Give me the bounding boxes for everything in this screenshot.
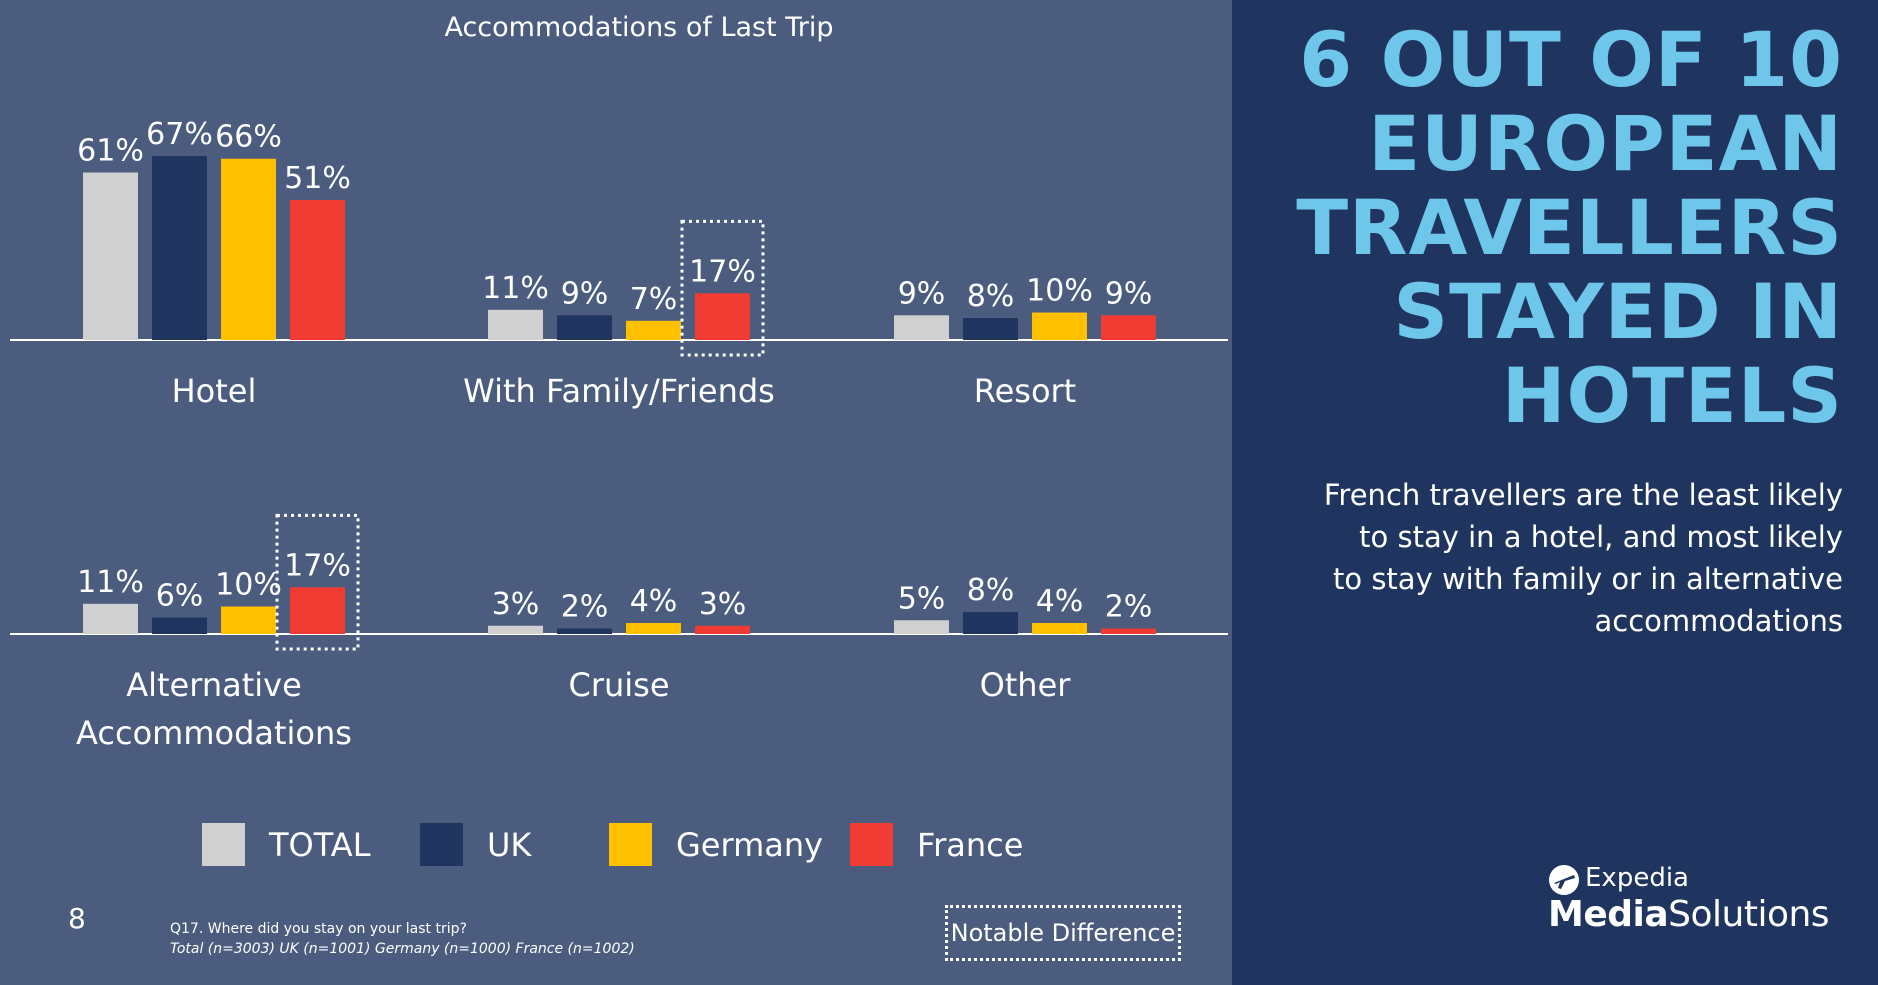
logo-media-text: Media bbox=[1548, 894, 1669, 935]
bar-with-family-friends-germany bbox=[626, 320, 681, 340]
bar-cruise-france bbox=[695, 625, 750, 634]
data-label-with-family-friends-total: 11% bbox=[482, 271, 549, 306]
data-label-cruise-uk: 2% bbox=[561, 590, 609, 625]
category-label-resort: Resort bbox=[974, 372, 1076, 410]
legend-item-total: TOTAL bbox=[202, 823, 371, 866]
bar-resort-uk bbox=[963, 318, 1018, 340]
bar-with-family-friends-france bbox=[695, 293, 750, 340]
notable-difference-key: Notable Difference bbox=[945, 905, 1181, 961]
logo-mediasolutions-text: MediaSolutions bbox=[1548, 894, 1830, 935]
category-label-cruise: Cruise bbox=[568, 666, 669, 704]
logo-expedia-text: Expedia bbox=[1585, 863, 1689, 893]
category-label-alternative-accommodations: Accommodations bbox=[76, 714, 352, 752]
data-label-resort-uk: 8% bbox=[967, 279, 1015, 314]
data-label-other-uk: 8% bbox=[967, 573, 1015, 608]
legend-label-uk: UK bbox=[487, 825, 532, 864]
bar-hotel-germany bbox=[221, 158, 276, 340]
data-label-alternative-accommodations-total: 11% bbox=[77, 565, 144, 600]
category-label-hotel: Hotel bbox=[172, 372, 257, 410]
data-label-alternative-accommodations-france: 17% bbox=[284, 548, 351, 583]
category-label-with-family-friends: With Family/Friends bbox=[463, 372, 775, 410]
bar-other-total bbox=[894, 620, 949, 634]
data-label-with-family-friends-france: 17% bbox=[689, 254, 756, 289]
bar-resort-france bbox=[1101, 315, 1156, 340]
bar-other-germany bbox=[1032, 623, 1087, 634]
notable-difference-box-with-family-friends bbox=[680, 219, 765, 357]
globe-plane-icon bbox=[1549, 865, 1579, 895]
subtext: French travellers are the least likely t… bbox=[1323, 478, 1843, 638]
bar-cruise-germany bbox=[626, 623, 681, 634]
data-label-alternative-accommodations-germany: 10% bbox=[215, 568, 282, 603]
data-label-hotel-france: 51% bbox=[284, 161, 351, 196]
bar-other-france bbox=[1101, 628, 1156, 634]
data-label-other-france: 2% bbox=[1105, 590, 1153, 625]
legend-item-france: France bbox=[850, 823, 1023, 866]
data-label-resort-france: 9% bbox=[1105, 276, 1153, 311]
bar-alternative-accommodations-total bbox=[83, 603, 138, 634]
footnote-question: Q17. Where did you stay on your last tri… bbox=[170, 921, 467, 937]
legend-swatch-uk bbox=[420, 823, 463, 866]
bar-other-uk bbox=[963, 612, 1018, 634]
legend-swatch-total bbox=[202, 823, 245, 866]
bar-resort-total bbox=[894, 315, 949, 340]
data-label-with-family-friends-uk: 9% bbox=[561, 276, 609, 311]
bar-hotel-france bbox=[290, 199, 345, 340]
bar-alternative-accommodations-france bbox=[290, 587, 345, 634]
legend-label-germany: Germany bbox=[676, 825, 824, 864]
bar-with-family-friends-total bbox=[488, 309, 543, 340]
legend-item-germany: Germany bbox=[609, 823, 823, 866]
data-label-other-germany: 4% bbox=[1036, 584, 1084, 619]
page-number: 8 bbox=[68, 902, 86, 935]
bar-chart: 61% 67% 66%51% Hotel 11% 9% 7% 17% With Family/F… bbox=[10, 117, 1228, 752]
data-label-cruise-germany: 4% bbox=[630, 584, 678, 619]
data-label-other-total: 5% bbox=[898, 581, 946, 616]
legend-label-total: TOTAL bbox=[269, 825, 371, 864]
chart-title: Accommodations of Last Trip bbox=[444, 12, 834, 43]
bar-with-family-friends-uk bbox=[557, 315, 612, 340]
footnote-sample: Total (n=3003) UK (n=1001) Germany (n=10… bbox=[170, 941, 635, 957]
legend-item-uk: UK bbox=[420, 823, 531, 866]
headline: 6 OUT OF 10 EUROPEAN TRAVELLERS STAYED I… bbox=[1296, 15, 1843, 440]
bar-alternative-accommodations-germany bbox=[221, 606, 276, 634]
legend-swatch-france bbox=[850, 823, 893, 866]
data-label-alternative-accommodations-uk: 6% bbox=[156, 579, 204, 614]
category-label-alternative-accommodations: Alternative bbox=[126, 666, 302, 704]
bar-cruise-uk bbox=[557, 628, 612, 634]
data-label-cruise-france: 3% bbox=[699, 587, 747, 622]
data-label-cruise-total: 3% bbox=[492, 587, 540, 622]
bar-cruise-total bbox=[488, 625, 543, 634]
bar-hotel-uk bbox=[152, 156, 207, 340]
expedia-media-solutions-logo: Expedia MediaSolutions bbox=[1548, 863, 1848, 944]
data-label-hotel-total: 61% bbox=[77, 133, 144, 168]
data-label-resort-total: 9% bbox=[898, 276, 946, 311]
data-label-hotel-germany: 66% bbox=[215, 120, 282, 155]
data-label-with-family-friends-germany: 7% bbox=[630, 282, 678, 317]
legend-label-france: France bbox=[917, 825, 1024, 864]
summary-panel bbox=[1232, 0, 1878, 985]
bar-hotel-total bbox=[83, 172, 138, 340]
data-label-resort-germany: 10% bbox=[1026, 274, 1093, 309]
notable-difference-box-alternative-accommodations bbox=[275, 513, 360, 651]
category-label-other: Other bbox=[980, 666, 1072, 704]
data-label-hotel-uk: 67% bbox=[146, 117, 213, 152]
bar-resort-germany bbox=[1032, 312, 1087, 340]
logo-solutions-text: Solutions bbox=[1668, 894, 1830, 935]
legend-swatch-germany bbox=[609, 823, 652, 866]
bar-alternative-accommodations-uk bbox=[152, 617, 207, 634]
